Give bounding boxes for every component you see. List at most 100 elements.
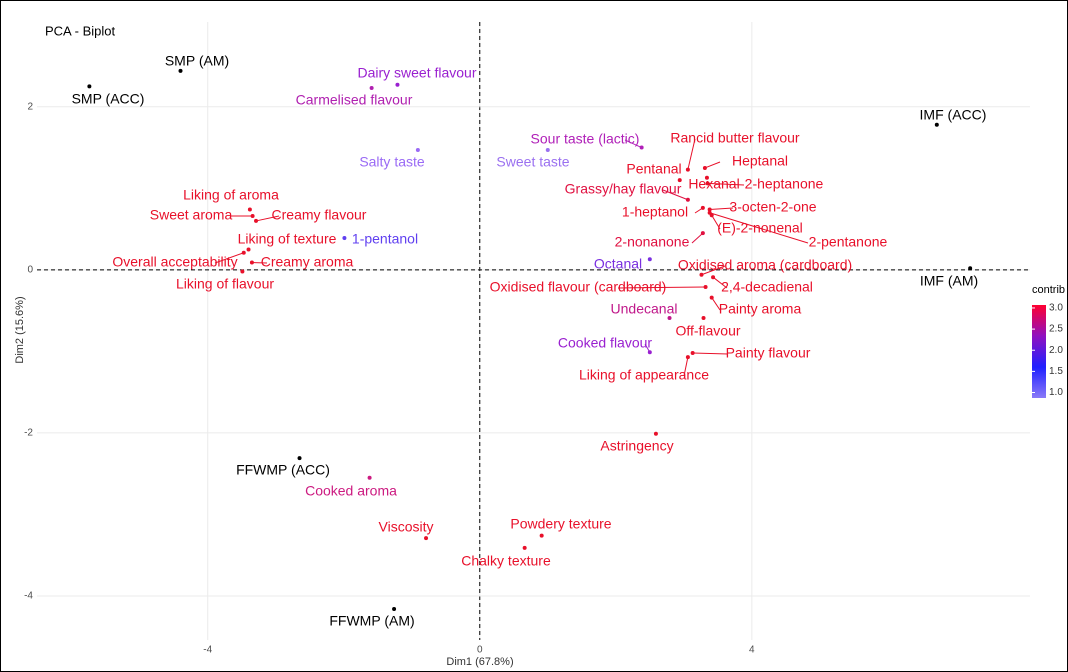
point <box>395 82 400 87</box>
point <box>705 181 710 186</box>
legend-colorbar <box>1032 305 1046 398</box>
leader-line <box>704 161 721 169</box>
point <box>367 475 372 480</box>
point-label: FFWMP (ACC) <box>236 462 330 478</box>
point <box>415 148 420 153</box>
point-label: Astringency <box>600 438 673 454</box>
point-label: Creamy flavour <box>272 207 367 223</box>
point-label: Sweet aroma <box>150 207 233 223</box>
point <box>240 269 245 274</box>
point-label: Undecanal <box>611 301 678 317</box>
leader-line <box>662 189 689 201</box>
point-label: Carmelised flavour <box>296 92 413 108</box>
legend-tick-label: 2.0 <box>1049 345 1063 356</box>
legend-title: contrib <box>1032 284 1065 296</box>
leader-line <box>712 276 728 289</box>
leader-line <box>255 215 280 222</box>
point <box>704 175 709 180</box>
point <box>369 86 374 91</box>
y-tick-label: 2 <box>27 101 33 112</box>
chart-title: PCA - Biplot <box>45 23 115 38</box>
point <box>392 607 397 612</box>
point <box>700 231 705 236</box>
leader-line <box>691 232 704 244</box>
x-tick-label: -4 <box>203 645 212 656</box>
point <box>707 207 712 212</box>
point-label: 1-heptanol <box>622 204 688 220</box>
point <box>639 145 644 150</box>
point <box>545 148 550 153</box>
point-label: 2,4-decadienal <box>721 279 813 295</box>
point-label: 2-pentanone <box>809 234 888 250</box>
point-label: Liking of flavour <box>176 276 274 292</box>
leader-line <box>707 182 745 186</box>
point <box>667 315 672 320</box>
point-label: IMF (AM) <box>920 273 978 289</box>
point <box>87 84 92 89</box>
point-label: 1-pentanol <box>352 231 418 247</box>
point <box>424 536 429 541</box>
point-label: FFWMP (AM) <box>329 613 414 629</box>
point-label: Dairy sweet flavour <box>357 65 476 81</box>
point <box>685 197 690 202</box>
point <box>241 250 246 255</box>
point <box>703 284 708 289</box>
point-label: Cooked flavour <box>558 335 653 351</box>
point-label: Sour taste (lactic) <box>531 131 640 147</box>
point-label: Painty aroma <box>719 301 802 317</box>
point <box>254 218 259 223</box>
point-label: Powdery texture <box>510 516 611 532</box>
point-label: Octanal <box>594 256 642 272</box>
point-label: Creamy aroma <box>261 254 354 270</box>
point <box>700 205 705 210</box>
point <box>647 257 652 262</box>
point <box>701 315 706 320</box>
leader-line <box>683 356 689 377</box>
point-label: Liking of appearance <box>579 367 709 383</box>
point <box>934 122 939 127</box>
point-label: Grassy/hay flavour <box>565 181 682 197</box>
point-label: Salty taste <box>359 154 425 170</box>
y-axis-label: Dim2 (15.6%) <box>14 296 26 363</box>
leader-line <box>711 214 721 230</box>
point-label: (E)-2-nonenal <box>717 220 803 236</box>
x-tick-label: 4 <box>749 645 755 656</box>
point-label: 2-nonanone <box>615 234 690 250</box>
point-label: Liking of texture <box>238 231 337 247</box>
point <box>250 214 255 219</box>
point <box>707 210 712 215</box>
y-tick-label: 0 <box>27 264 33 275</box>
leader-line <box>709 207 734 211</box>
point-label: Off-flavour <box>675 323 740 339</box>
point-label: 3-octen-2-one <box>729 199 816 215</box>
point-label: Oxidised flavour (cardboard) <box>490 279 667 295</box>
point <box>685 355 690 360</box>
point <box>297 456 302 461</box>
leader-line <box>692 352 729 355</box>
point-label: Liking of aroma <box>183 187 279 203</box>
x-tick-label: 0 <box>477 645 483 656</box>
legend-tick-label: 2.5 <box>1049 324 1063 335</box>
point-label: Painty flavour <box>726 345 811 361</box>
point-label: Pentanal <box>626 161 681 177</box>
point <box>522 545 527 550</box>
point <box>246 247 251 252</box>
leader-line <box>617 286 706 289</box>
point <box>702 165 707 170</box>
point <box>968 266 973 271</box>
leader-line <box>624 139 642 149</box>
point-label: IMF (ACC) <box>920 107 987 123</box>
leader-line <box>711 297 721 311</box>
leader-line <box>214 252 244 264</box>
point <box>647 350 652 355</box>
legend-tick-label: 3.0 <box>1049 303 1063 314</box>
leader-line <box>687 138 696 170</box>
point-label: Sweet taste <box>496 154 569 170</box>
point <box>699 272 704 277</box>
legend-tick-label: 1.5 <box>1049 366 1063 377</box>
point <box>249 260 254 265</box>
point-label: Viscosity <box>379 519 434 535</box>
point <box>677 178 682 183</box>
point <box>709 295 714 300</box>
